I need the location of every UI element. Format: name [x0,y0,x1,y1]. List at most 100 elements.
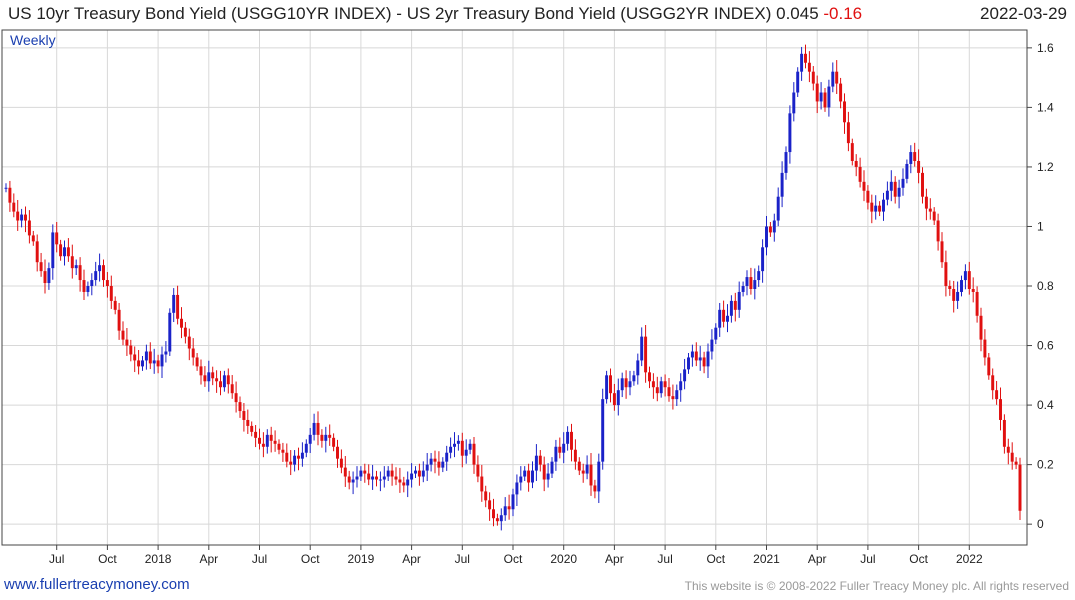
site-link[interactable]: www.fullertreacymoney.com [4,576,190,593]
candle-body [293,455,297,465]
candle-body [753,280,757,289]
x-tick-label: Jul [860,552,875,566]
x-axis: Jul Oct 2018 Apr Jul Oct 2019 Apr Jul Oct 2020 Apr J… [49,545,983,566]
candle-body [979,315,983,340]
x-tick-label: Apr [605,552,624,566]
candle-body [807,62,811,72]
candle-body [453,443,456,447]
y-tick-label: 1 [1037,219,1044,233]
candle-body [144,351,148,361]
candle-body [921,172,924,197]
candle-body [316,422,320,435]
candle-body [20,214,24,221]
candle-body [382,476,386,480]
candle-body [371,476,375,480]
candle-body [605,375,609,400]
candle-body [648,372,651,382]
candle-body [952,288,956,301]
candle-body [141,360,144,367]
candle-body [390,470,394,477]
candle-body [386,470,390,477]
candle-body [324,434,328,441]
candle-body [620,378,624,391]
candle-body [472,443,476,465]
chart-title: US 10yr Treasury Bond Yield (USGG10YR IN… [8,4,862,24]
candle-body [991,375,995,391]
x-tick-label: Oct [504,552,523,566]
candle-body [265,434,269,447]
candle-body [476,464,480,477]
candle-body [956,291,960,301]
candle-body [870,202,874,212]
candle-body [480,476,484,492]
candle-body [433,458,437,462]
candle-body [102,265,105,281]
candle-body [12,202,16,212]
candle-body [683,369,687,382]
candle-body [554,446,558,462]
candle-body [601,399,605,462]
candle-body [690,351,694,358]
candle-body [963,271,967,281]
candle-body [550,461,554,474]
candle-body [410,473,414,480]
y-tick-label: 0.6 [1037,339,1054,353]
candle-body [320,434,324,441]
candle-body [499,515,503,522]
candle-body [425,464,429,471]
candle-body [917,160,921,173]
candle-body [811,71,815,84]
candle-body [47,268,51,284]
candle-body [659,381,663,394]
candle-body [359,470,363,477]
y-tick-label: 0.4 [1037,398,1054,412]
x-tick-label: Jul [252,552,267,566]
candle-body [983,339,987,358]
candle-body [745,277,749,287]
candle-body [761,247,765,272]
candle-body [800,53,804,72]
candle-body [117,309,121,331]
candle-body [616,390,620,406]
candle-body [850,143,854,161]
candle-body [441,461,445,468]
candle-body [1010,452,1014,462]
copyright-text: This website is © 2008-2022 Fuller Treac… [684,579,1069,593]
candle-body [854,160,858,167]
candle-body [98,265,102,272]
candle-body [195,357,199,367]
x-tick-label: 2019 [348,552,375,566]
candle-body [300,452,304,459]
chart-date: 2022-03-29 [980,4,1067,23]
candle-body [905,163,909,179]
candle-body [398,479,402,483]
candle-body [936,220,940,242]
candle-body [874,205,878,212]
candle-body [768,226,772,233]
candle-body [226,375,230,385]
candle-body [573,449,577,462]
candle-body [82,280,86,292]
candle-body [187,336,191,349]
candle-body [90,280,94,287]
candle-body [4,187,8,189]
candle-body [737,291,741,310]
x-tick-label: 2018 [145,552,172,566]
plot-frame [1,29,1028,546]
candle-body [172,294,176,313]
x-tick-label: Oct [98,552,117,566]
candle-body [211,372,215,379]
candle-body [180,318,183,328]
candle-body [152,360,156,364]
candle-body [219,381,222,388]
candle-body [909,152,913,164]
candle-body [332,437,336,447]
candle-body [183,327,187,337]
candle-body [878,205,882,212]
candle-body [63,247,66,257]
y-tick-label: 1.6 [1037,41,1054,55]
candle-body [839,83,843,102]
candle-body [632,375,636,382]
candle-body [343,467,347,477]
candle-body [597,461,601,492]
